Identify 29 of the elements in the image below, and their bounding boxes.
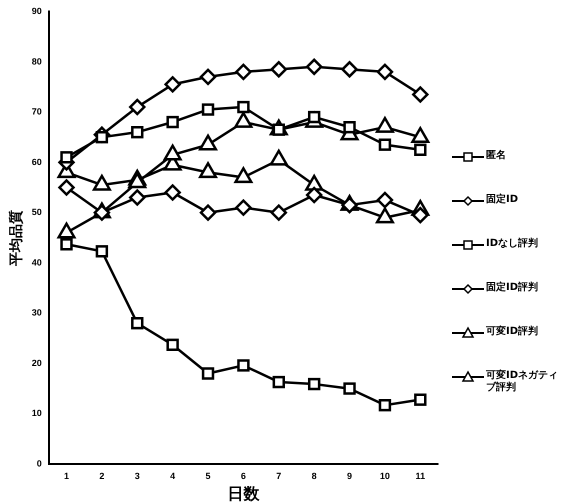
legend-label: IDなし評判: [486, 238, 538, 250]
y-tick-label: 50: [32, 207, 42, 218]
x-axis-title: 日数: [227, 484, 260, 503]
x-tick-label: 7: [276, 470, 282, 481]
y-axis-title: 平均品質: [7, 210, 24, 267]
x-tick-label: 4: [170, 470, 176, 481]
y-tick-label: 40: [32, 257, 42, 268]
legend-label: 可変ID評判: [486, 326, 538, 338]
y-tick-label: 70: [32, 106, 42, 117]
y-tick-label: 10: [32, 408, 42, 418]
legend-label: 固定ID: [486, 194, 518, 206]
y-tick-label: 30: [32, 308, 42, 318]
x-tick-label: 6: [240, 470, 246, 481]
legend-label: 匿名: [486, 150, 506, 162]
y-tick-label: 80: [32, 56, 42, 66]
x-tick-label: 9: [347, 470, 352, 481]
legend-label: 固定ID評判: [486, 282, 538, 294]
x-tick-label: 2: [99, 470, 104, 481]
y-tick-label: 20: [32, 358, 42, 368]
x-tick-label: 8: [312, 470, 317, 481]
x-tick-label: 1: [64, 470, 70, 481]
y-tick-label: 0: [36, 458, 42, 468]
legend-label: 可変IDネガティブ評判: [486, 370, 560, 394]
x-tick-label: 10: [380, 470, 390, 481]
x-tick-label: 3: [134, 470, 140, 481]
x-tick-label: 11: [416, 470, 426, 481]
x-tick-label: 5: [206, 470, 211, 481]
y-tick-label: 90: [32, 6, 42, 16]
y-tick-label: 60: [32, 156, 42, 167]
